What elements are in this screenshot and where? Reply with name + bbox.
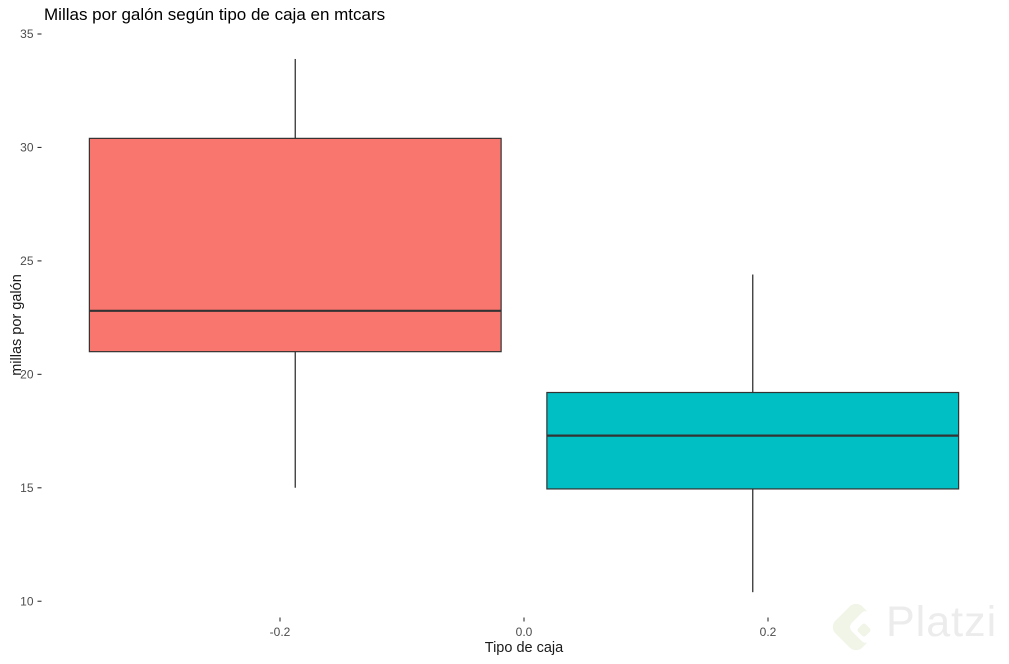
y-tick-label: 30 (20, 141, 34, 155)
y-tick-label: 25 (20, 254, 34, 268)
y-tick-label: 35 (20, 27, 34, 41)
boxplot-right-box (546, 391, 960, 490)
x-tick-label: -0.2 (270, 625, 291, 639)
boxplot-left-box (88, 137, 502, 353)
x-axis-title: Tipo de caja (484, 640, 564, 656)
x-tick-label: 0.2 (760, 625, 777, 639)
y-tick-label: 15 (20, 481, 34, 495)
y-axis-title: millas por galón (9, 274, 25, 376)
platzi-watermark: Platzi (826, 596, 1009, 664)
y-tick-label: 10 (20, 594, 34, 608)
platzi-logo-icon (832, 603, 882, 651)
y-tick-label: 20 (20, 368, 34, 382)
x-tick-label: 0.0 (516, 625, 533, 639)
chart-title: Millas por galón según tipo de caja en m… (44, 5, 386, 24)
platzi-watermark-text: Platzi (886, 598, 998, 646)
